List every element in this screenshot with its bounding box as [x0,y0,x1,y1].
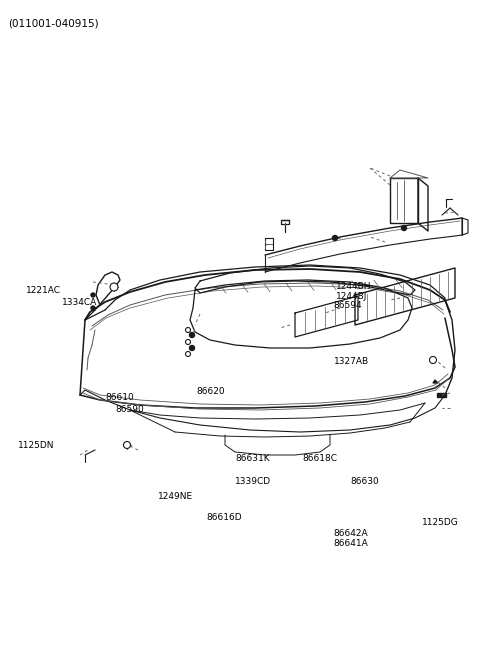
Circle shape [185,352,191,356]
Text: 1327AB: 1327AB [334,357,369,366]
Circle shape [123,441,131,449]
Text: 86590: 86590 [115,405,144,414]
Polygon shape [437,393,446,397]
Text: 1125DN: 1125DN [18,441,55,450]
Text: 1244BH: 1244BH [336,282,372,291]
Text: 86616D: 86616D [206,513,242,522]
Text: 86594: 86594 [334,301,362,310]
Circle shape [91,293,95,297]
Text: 86618C: 86618C [302,454,337,463]
Circle shape [401,225,407,231]
Text: 86620: 86620 [197,387,226,396]
Text: 1249NE: 1249NE [158,492,193,501]
Text: 1339CD: 1339CD [235,477,271,486]
Text: (011001-040915): (011001-040915) [8,18,98,28]
Text: 86630: 86630 [350,477,379,486]
Circle shape [91,306,95,310]
Circle shape [185,339,191,345]
Text: 1334CA: 1334CA [62,298,97,307]
Text: 1221AC: 1221AC [26,286,61,295]
Text: 86610: 86610 [106,393,134,402]
Circle shape [190,345,194,350]
Circle shape [185,328,191,333]
Text: 86642A: 86642A [334,529,368,538]
Text: 86641A: 86641A [334,539,368,548]
Circle shape [333,236,337,240]
Text: 1125DG: 1125DG [422,518,459,527]
Circle shape [190,333,194,337]
Circle shape [430,356,436,364]
Text: 1244BJ: 1244BJ [336,291,367,301]
Polygon shape [433,380,438,383]
Text: 86631K: 86631K [235,454,270,463]
Circle shape [110,283,118,291]
